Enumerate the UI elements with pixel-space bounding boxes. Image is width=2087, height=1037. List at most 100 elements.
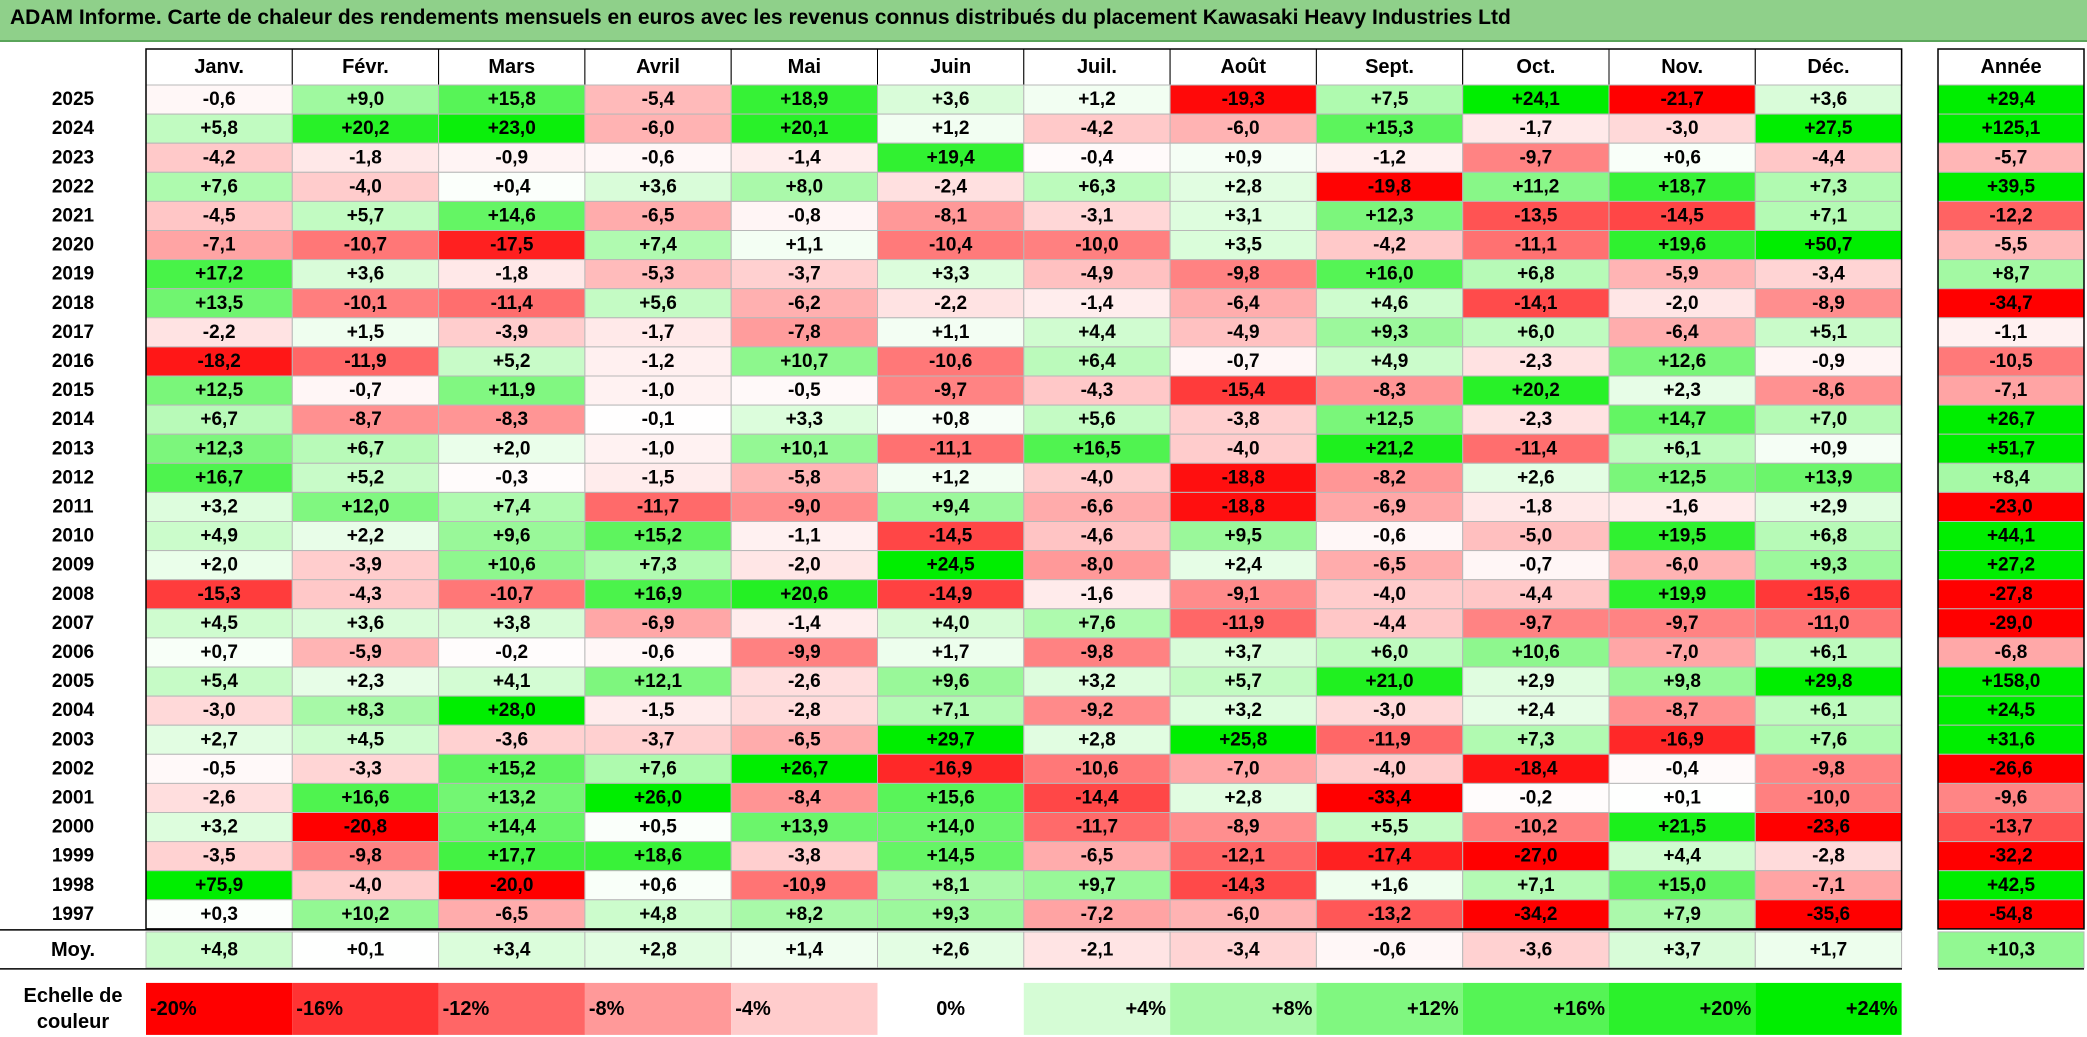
heat-cell-value: -10,0 — [1075, 235, 1118, 256]
average-cell-value: -0,6 — [1373, 939, 1406, 960]
heat-cell — [1315, 288, 1464, 319]
column-header: Juin — [930, 56, 971, 78]
scale-swatch-label: +4% — [1126, 998, 1167, 1020]
heat-cell-value: -11,9 — [344, 351, 386, 372]
heat-cell-value: -4,0 — [1373, 758, 1406, 779]
annual-cell-value: -5,7 — [1995, 147, 2028, 168]
heat-cell — [730, 637, 879, 668]
heat-cell-value: +6,4 — [1078, 351, 1116, 372]
heat-cell — [1462, 841, 1610, 872]
heat-cell — [438, 782, 586, 814]
column-header: Oct. — [1516, 56, 1555, 78]
heat-cell-value: +2,7 — [200, 729, 238, 750]
heat-cell-value: +15,2 — [634, 526, 682, 547]
heat-cell-value: +7,4 — [639, 235, 677, 256]
heat-cell-value: -0,2 — [1519, 787, 1552, 808]
heat-cell-value: -3,9 — [495, 322, 528, 343]
heat-cell-value: -4,3 — [1081, 380, 1114, 401]
heat-cell — [1023, 812, 1171, 843]
heat-cell-value: -8,6 — [1812, 380, 1845, 401]
heat-cell — [291, 491, 440, 522]
heat-cell — [584, 200, 732, 231]
heat-cell-value: +6,7 — [347, 438, 385, 459]
heat-cell-value: +5,5 — [1371, 817, 1409, 838]
heat-cell — [438, 695, 586, 726]
heat-cell-value: -10,2 — [1514, 817, 1557, 838]
heat-cell-value: +5,2 — [493, 351, 531, 372]
heat-cell — [438, 317, 586, 348]
heat-cell-value: -4,2 — [1081, 118, 1114, 139]
heat-cell-value: -0,4 — [1081, 147, 1114, 168]
heat-cell-value: +9,3 — [932, 904, 970, 925]
row-year-label: 2003 — [52, 729, 94, 750]
annual-cell-value: +29,4 — [1987, 89, 2036, 110]
heat-cell-value: +2,0 — [200, 555, 238, 576]
scale-swatch-label: -8% — [589, 998, 625, 1020]
heat-cell-value: +4,0 — [932, 613, 970, 634]
heat-cell-value: -0,2 — [495, 642, 528, 663]
heat-cell-value: -3,0 — [1666, 118, 1699, 139]
row-year-label: 2008 — [52, 584, 94, 605]
heat-cell — [1754, 346, 1903, 377]
annual-cell-value: -54,8 — [1989, 904, 2032, 925]
column-header: Déc. — [1807, 56, 1849, 78]
heat-cell-value: -6,0 — [1666, 555, 1699, 576]
heat-cell — [291, 579, 440, 610]
heat-cell — [1754, 288, 1903, 319]
heat-cell — [1608, 579, 1756, 610]
heat-cell-value: -1,8 — [1519, 496, 1552, 517]
heat-cell-value: +9,3 — [1371, 322, 1409, 343]
heat-cell — [877, 637, 1025, 668]
heat-cell — [1754, 899, 1903, 930]
heat-cell-value: +7,0 — [1810, 409, 1848, 430]
heat-cell-value: +8,2 — [786, 904, 824, 925]
heat-cell-value: +2,0 — [493, 438, 531, 459]
average-cell — [584, 931, 732, 969]
heat-cell-value: +2,4 — [1517, 700, 1555, 721]
row-year-label: 1998 — [52, 875, 94, 896]
heat-cell — [730, 841, 879, 872]
heat-cell-value: -4,3 — [349, 584, 382, 605]
heat-cell-value: -6,0 — [1227, 118, 1260, 139]
annual-cell-value: -10,5 — [1989, 351, 2033, 372]
heat-cell-value: -8,4 — [788, 787, 821, 808]
heat-cell-value: -9,1 — [1227, 584, 1260, 605]
column-header: Avril — [636, 56, 680, 78]
heat-cell — [145, 404, 293, 435]
heat-cell-value: +12,3 — [1366, 205, 1414, 226]
heat-cell — [145, 637, 293, 668]
heat-cell-value: +1,7 — [932, 642, 970, 663]
heat-cell-value: +8,0 — [786, 176, 824, 197]
heat-cell-value: -0,9 — [495, 147, 528, 168]
row-year-label: 2013 — [52, 438, 94, 459]
heat-cell — [145, 230, 293, 261]
heat-cell — [438, 230, 586, 261]
heat-cell-value: +15,6 — [927, 787, 975, 808]
heat-cell-value: +7,6 — [639, 758, 677, 779]
heat-cell — [145, 288, 293, 319]
average-cell — [291, 931, 440, 969]
heat-cell — [1315, 608, 1464, 639]
row-year-label: 1999 — [52, 846, 94, 867]
heat-cell-value: +3,6 — [1810, 89, 1848, 110]
heat-cell-value: +14,7 — [1658, 409, 1706, 430]
heat-cell-value: -0,5 — [203, 758, 236, 779]
heat-cell — [1315, 521, 1464, 552]
heat-cell-value: +3,2 — [200, 496, 238, 517]
heat-cell-value: -5,9 — [1666, 264, 1699, 285]
row-year-label: 2002 — [52, 758, 94, 779]
scale-swatch-label: +12% — [1407, 998, 1459, 1020]
heat-cell-value: -14,5 — [1660, 205, 1704, 226]
heat-cell-value: -20,8 — [344, 817, 387, 838]
column-header-cell — [1754, 48, 1903, 86]
heat-cell-value: +5,7 — [347, 205, 385, 226]
heat-cell-value: +10,7 — [780, 351, 828, 372]
heat-cell — [1169, 782, 1317, 814]
heatmap-chart: Janv. Févr. Mars Avril Mai Juin Juil. Août Sept.… — [0, 48, 2085, 1035]
heat-cell — [1462, 695, 1610, 726]
heat-cell-value: +7,1 — [1810, 205, 1848, 226]
heat-cell — [1462, 899, 1610, 930]
heat-cell-value: +20,1 — [780, 118, 829, 139]
scale-swatch — [877, 982, 1024, 1035]
heat-cell — [584, 142, 732, 173]
